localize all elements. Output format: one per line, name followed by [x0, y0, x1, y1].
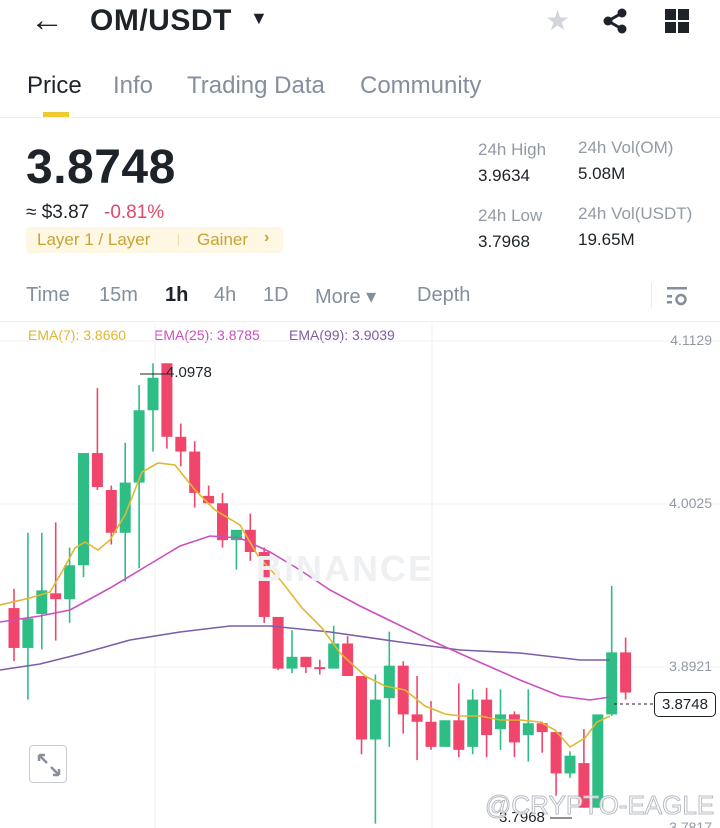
- star-icon[interactable]: ★: [545, 5, 571, 36]
- interval-depth[interactable]: Depth: [417, 284, 471, 306]
- expand-icon: [37, 753, 61, 777]
- caret-down-icon[interactable]: ▼: [250, 8, 268, 28]
- low-marker: 3.7968: [499, 809, 545, 826]
- chevron-right-icon[interactable]: ›: [264, 229, 270, 246]
- y-tick: 4.0025: [669, 495, 712, 511]
- y-tick: 3.7817: [669, 819, 712, 828]
- interval-1d[interactable]: 1D: [263, 284, 289, 306]
- ema25-label: EMA(25): 3.8785: [154, 327, 260, 343]
- stat-vol-quote-value: 19.65M: [578, 230, 635, 249]
- top-bar: ← OM/USDT ▼ ★: [0, 0, 720, 44]
- interval-time[interactable]: Time: [26, 284, 70, 306]
- arrow-left-icon[interactable]: ←: [30, 1, 64, 39]
- divider: [651, 282, 652, 308]
- stat-low-value: 3.7968: [478, 232, 530, 251]
- active-tab-indicator: [43, 112, 69, 117]
- tag-gainer[interactable]: Gainer: [197, 230, 249, 249]
- tag-divider: [178, 234, 179, 246]
- grid-icon[interactable]: [665, 9, 689, 33]
- tag-bar[interactable]: Layer 1 / Layer Gainer ›: [26, 227, 283, 253]
- y-tick: 3.8921: [669, 658, 712, 674]
- stat-vol-base-value: 5.08M: [578, 164, 626, 183]
- stat-high-label: 24h High: [478, 140, 547, 159]
- interval-bar: Time 15m 1h 4h 1D More ▾ Depth: [0, 278, 720, 322]
- share-icon[interactable]: [600, 6, 630, 36]
- interval-1h[interactable]: 1h: [165, 284, 189, 306]
- tab-trading-data[interactable]: Trading Data: [187, 72, 325, 99]
- tab-price[interactable]: Price: [27, 72, 82, 99]
- tag-layer1[interactable]: Layer 1 / Layer: [37, 230, 151, 249]
- interval-4h[interactable]: 4h: [214, 284, 237, 306]
- tab-info[interactable]: Info: [113, 72, 154, 99]
- pair-title[interactable]: OM/USDT: [90, 4, 232, 37]
- chart-settings-icon[interactable]: [665, 286, 689, 308]
- tab-community[interactable]: Community: [360, 72, 482, 99]
- current-price-tag[interactable]: 3.8748: [654, 692, 716, 717]
- y-tick: 4.1129: [670, 332, 712, 348]
- credit-watermark: @CRYPTO-EAGLE: [484, 790, 715, 821]
- last-price: 3.8748: [26, 141, 176, 194]
- stat-low-label: 24h Low: [478, 206, 543, 225]
- binance-watermark: BINANCE: [256, 548, 435, 589]
- high-marker: 4.0978: [166, 364, 212, 381]
- expand-chart-button[interactable]: [29, 745, 67, 783]
- interval-more[interactable]: More ▾: [315, 286, 377, 308]
- ema99-label: EMA(99): 3.9039: [289, 327, 395, 343]
- stat-vol-base-label: 24h Vol(OM): [578, 138, 674, 157]
- stat-vol-quote-label: 24h Vol(USDT): [578, 204, 693, 223]
- ema7-label: EMA(7): 3.8660: [28, 327, 127, 343]
- change-percent: -0.81%: [104, 202, 165, 223]
- fiat-price: ≈ $3.87: [26, 202, 90, 223]
- interval-15m[interactable]: 15m: [99, 284, 138, 306]
- main-tabs: Price Info Trading Data Community: [0, 66, 720, 118]
- stat-high-value: 3.9634: [478, 166, 530, 185]
- candlestick-chart[interactable]: [0, 322, 720, 828]
